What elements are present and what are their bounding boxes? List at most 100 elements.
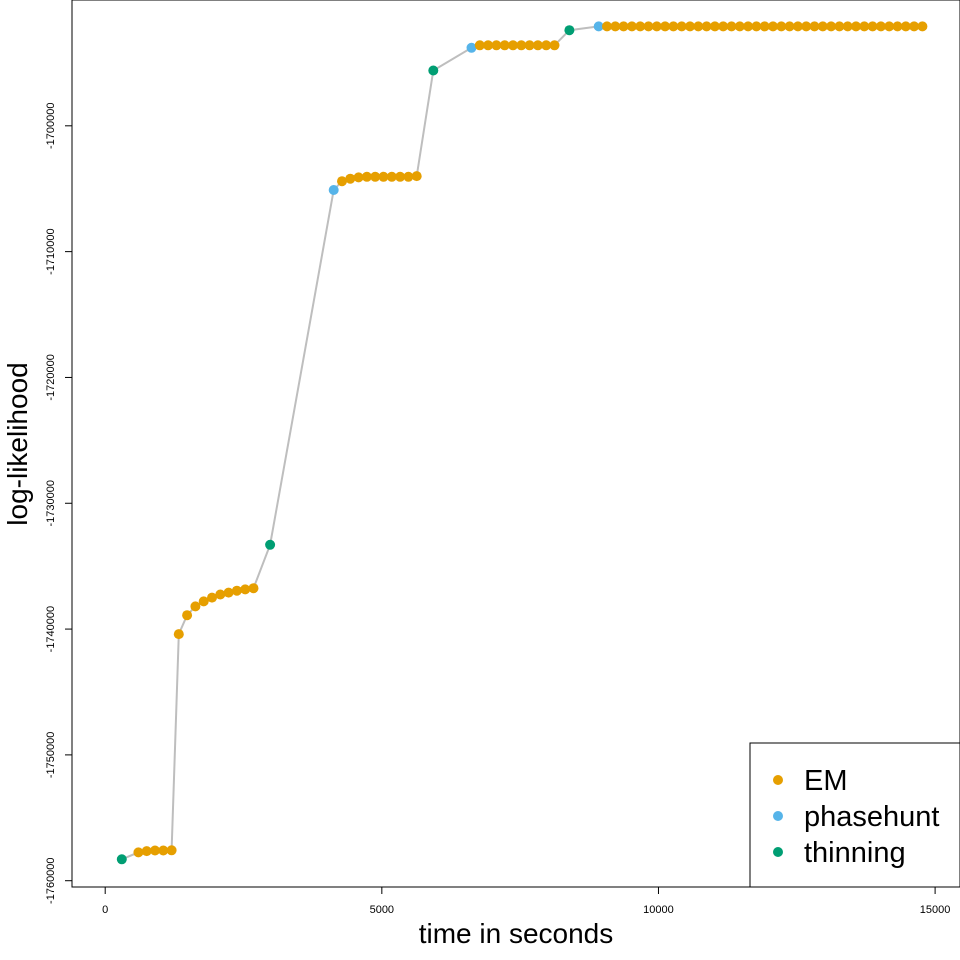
legend-label-thinning: thinning — [804, 837, 906, 869]
point-phasehunt-29 — [466, 42, 477, 53]
point-em-11 — [215, 589, 226, 600]
point-em-30 — [474, 40, 485, 51]
point-em-31 — [483, 40, 494, 51]
point-em-80 — [917, 21, 928, 32]
point-em-54 — [701, 21, 712, 32]
point-em-58 — [734, 21, 745, 32]
y-tick-label: -1750000 — [45, 732, 57, 779]
point-thinning-16 — [265, 539, 276, 550]
point-em-33 — [499, 40, 510, 51]
point-em-14 — [240, 584, 251, 595]
point-em-27 — [411, 171, 422, 182]
point-em-21 — [361, 171, 372, 182]
point-em-23 — [378, 171, 389, 182]
legend-marker-em — [773, 775, 783, 785]
point-em-19 — [345, 173, 356, 184]
y-tick-label: -1740000 — [45, 606, 57, 653]
y-tick-label: -1710000 — [45, 228, 57, 275]
point-em-77 — [892, 21, 903, 32]
x-tick-label: 0 — [102, 904, 108, 916]
point-em-7 — [182, 610, 193, 621]
point-em-76 — [884, 21, 895, 32]
point-em-1 — [133, 847, 144, 858]
point-em-60 — [751, 21, 762, 32]
point-em-59 — [743, 21, 754, 32]
legend: EM phasehunt thinning — [749, 742, 960, 888]
point-em-63 — [776, 21, 787, 32]
point-em-37 — [532, 40, 543, 51]
point-em-20 — [353, 172, 364, 183]
point-em-62 — [768, 21, 778, 32]
point-em-48 — [651, 21, 662, 32]
point-em-61 — [759, 21, 770, 32]
point-em-67 — [809, 21, 820, 32]
point-em-10 — [207, 592, 217, 603]
point-em-66 — [801, 21, 812, 32]
point-em-69 — [826, 21, 837, 32]
y-axis: -1700000 -1710000 -1720000 -1730000 -1740000… — [45, 103, 73, 904]
data-points-group — [116, 21, 928, 865]
trace-line — [121, 25, 923, 861]
point-em-72 — [851, 21, 861, 32]
point-em-75 — [875, 21, 886, 32]
point-em-43 — [610, 21, 621, 32]
x-axis: 0 5000 10000 15000 — [102, 886, 951, 916]
point-em-38 — [541, 40, 552, 51]
point-em-8 — [190, 601, 201, 612]
point-em-36 — [524, 40, 535, 51]
point-em-12 — [223, 587, 234, 598]
point-em-65 — [792, 21, 803, 32]
legend-label-phasehunt: phasehunt — [804, 801, 939, 833]
y-tick-label: -1730000 — [45, 480, 57, 527]
legend-marker-thinning — [773, 847, 783, 857]
point-em-56 — [718, 21, 729, 32]
point-em-22 — [370, 171, 381, 182]
point-em-32 — [491, 40, 502, 51]
point-em-57 — [726, 21, 737, 32]
point-em-24 — [386, 171, 397, 182]
point-thinning-0 — [116, 854, 127, 865]
point-em-45 — [626, 21, 637, 32]
point-em-4 — [158, 845, 169, 856]
point-em-42 — [602, 21, 612, 32]
point-em-79 — [909, 21, 920, 32]
y-axis-title: log-likelihood — [2, 362, 33, 525]
point-thinning-40 — [564, 25, 575, 36]
point-em-35 — [516, 40, 527, 51]
point-em-6 — [173, 629, 184, 640]
point-em-74 — [867, 21, 878, 32]
point-em-49 — [660, 21, 671, 32]
legend-box — [749, 742, 960, 888]
point-em-64 — [784, 21, 795, 32]
point-em-13 — [231, 585, 242, 596]
point-em-18 — [337, 176, 347, 187]
y-tick-label: -1720000 — [45, 354, 57, 401]
point-em-26 — [403, 171, 414, 182]
legend-marker-phasehunt — [773, 811, 783, 821]
x-tick-label: 10000 — [643, 904, 674, 916]
x-axis-title: time in seconds — [419, 918, 614, 949]
point-em-78 — [900, 21, 911, 32]
point-em-50 — [668, 21, 679, 32]
point-em-15 — [248, 583, 259, 594]
x-tick-label: 5000 — [370, 904, 394, 916]
point-em-3 — [150, 845, 160, 856]
point-em-53 — [693, 21, 704, 32]
legend-label-em: EM — [804, 765, 848, 797]
point-em-68 — [817, 21, 828, 32]
point-em-34 — [508, 40, 518, 51]
point-em-2 — [141, 846, 152, 857]
point-em-55 — [709, 21, 720, 32]
point-em-25 — [395, 171, 406, 182]
y-tick-label: -1700000 — [45, 103, 57, 150]
x-tick-label: 15000 — [920, 904, 951, 916]
point-em-70 — [834, 21, 845, 32]
point-em-47 — [643, 21, 654, 32]
point-em-51 — [676, 21, 687, 32]
trace-line-group — [121, 25, 923, 861]
point-em-52 — [685, 21, 695, 32]
point-em-9 — [198, 596, 209, 607]
point-thinning-28 — [428, 65, 439, 76]
point-em-39 — [549, 40, 560, 51]
